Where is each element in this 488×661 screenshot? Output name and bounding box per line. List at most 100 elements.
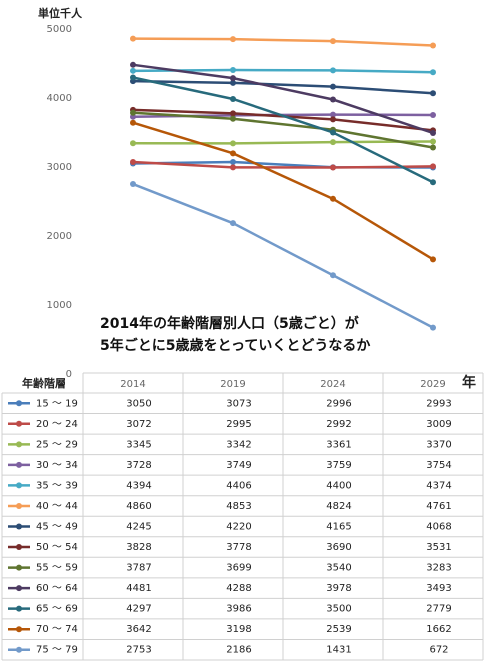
annotation: 2014年の年齢階層別人口（5歳ごと）が	[100, 315, 360, 332]
table-cell: 3759	[326, 460, 351, 471]
series-line	[132, 37, 434, 47]
legend-swatch	[16, 585, 22, 592]
point	[430, 179, 436, 186]
table-cell: 3787	[126, 563, 151, 574]
point	[130, 140, 136, 147]
table-cell: 4245	[126, 522, 151, 533]
legend-label: 20 ～ 24	[36, 419, 78, 430]
legend-swatch	[16, 420, 22, 427]
table-cell: 3728	[126, 460, 151, 471]
point	[430, 144, 436, 151]
point	[130, 119, 136, 126]
table-cell: 3540	[326, 563, 351, 574]
table-cell: 3500	[326, 604, 351, 615]
legend-swatch	[16, 646, 22, 653]
point	[230, 36, 236, 43]
point	[330, 96, 336, 103]
point	[130, 35, 136, 42]
point	[130, 67, 136, 74]
legend-swatch	[16, 523, 22, 530]
table-cell: 4374	[426, 480, 451, 491]
point	[230, 164, 236, 171]
table-cell: 4860	[126, 501, 151, 512]
table-cell: 2779	[426, 604, 451, 615]
table-cell: 3690	[326, 542, 351, 553]
legend-label: 60 ～ 64	[36, 583, 78, 594]
table-cell: 1431	[326, 645, 351, 656]
table-cell: 3073	[226, 398, 251, 409]
table-cell: 3009	[426, 419, 451, 430]
table-cell: 3345	[126, 439, 151, 450]
legend-swatch	[16, 544, 22, 551]
table-cell: 3699	[226, 563, 251, 574]
table-header: 年齢階層	[22, 376, 66, 390]
point	[430, 163, 436, 170]
table-cell: 2186	[226, 645, 251, 656]
legend-label: 30 ～ 34	[36, 460, 78, 471]
point	[230, 79, 236, 86]
table-cell: 4761	[426, 501, 451, 512]
table-cell: 4165	[326, 522, 351, 533]
legend-swatch	[16, 502, 22, 509]
table-cell: 4824	[326, 501, 351, 512]
series-line	[132, 63, 434, 135]
point	[330, 195, 336, 202]
point	[230, 150, 236, 157]
y-tick-label: 0	[66, 369, 72, 380]
point	[430, 256, 436, 263]
series-line	[132, 79, 434, 95]
point	[330, 139, 336, 146]
table-cell: 3828	[126, 542, 151, 553]
point	[230, 66, 236, 73]
table-cell: 3749	[226, 460, 251, 471]
table-cell: 3050	[126, 398, 151, 409]
y-tick-label: 3000	[47, 162, 72, 173]
y-tick-label: 1000	[47, 300, 72, 311]
table-cell: 4394	[126, 480, 151, 491]
point	[230, 140, 236, 147]
table-cell: 4853	[226, 501, 251, 512]
point	[230, 220, 236, 227]
point	[230, 115, 236, 122]
point	[430, 90, 436, 97]
legend-label: 15 ～ 19	[36, 398, 78, 409]
point	[330, 38, 336, 45]
table-cell: 4288	[226, 583, 251, 594]
table-cell: 672	[429, 645, 448, 656]
series-line	[132, 111, 434, 149]
point	[430, 69, 436, 76]
point	[430, 111, 436, 118]
table-cell: 1662	[426, 624, 451, 635]
x-tick-label: 2014	[120, 379, 145, 390]
table-cell: 3978	[326, 583, 351, 594]
unit-label: 単位千人	[38, 6, 83, 20]
x-tick-label: 2019	[220, 379, 245, 390]
point	[330, 111, 336, 118]
point	[130, 109, 136, 116]
x-tick-label: 2029	[420, 379, 445, 390]
legend-label: 65 ～ 69	[36, 604, 78, 615]
legend-swatch	[16, 482, 22, 489]
table-cell: 3754	[426, 460, 451, 471]
series-line	[132, 140, 434, 145]
series-line	[132, 76, 434, 184]
point	[330, 116, 336, 123]
point	[230, 75, 236, 82]
table-cell: 4481	[126, 583, 151, 594]
legend-label: 75 ～ 79	[36, 645, 78, 656]
legend-swatch	[16, 605, 22, 612]
point	[230, 110, 236, 117]
table-cell: 3283	[426, 563, 451, 574]
point	[130, 159, 136, 166]
point	[130, 61, 136, 68]
y-tick-label: 5000	[47, 24, 72, 35]
table-cell: 3342	[226, 439, 251, 450]
point	[230, 158, 236, 165]
series-line	[132, 182, 434, 329]
series-line	[132, 121, 434, 261]
series-line	[132, 160, 434, 169]
table-cell: 2753	[126, 645, 151, 656]
annotation: 5年ごとに5歳歳をとっていくとどうなるか	[100, 337, 370, 354]
table-cell: 4400	[326, 480, 351, 491]
table-cell: 2995	[226, 419, 251, 430]
